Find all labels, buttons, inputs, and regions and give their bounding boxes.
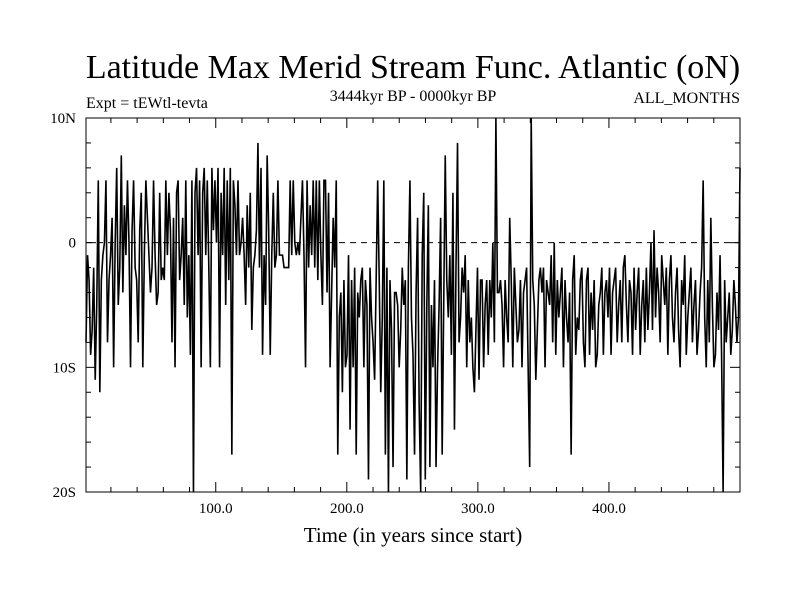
expt-label: Expt = tEWtl-tevta — [86, 95, 208, 112]
y-tick-label: 10S — [53, 360, 76, 376]
x-tick-label: 200.0 — [330, 501, 364, 517]
x-axis: 100.0 200.0 300.0 400.0 — [110, 118, 715, 517]
y-tick-label: 20S — [53, 485, 76, 501]
x-tick-label: 400.0 — [592, 501, 626, 517]
x-tick-label: 100.0 — [199, 501, 233, 517]
months-label: ALL_MONTHS — [633, 90, 740, 107]
y-tick-label: 0 — [69, 236, 77, 252]
period-label: 3444kyr BP - 0000kyr BP — [330, 88, 497, 105]
x-axis-label: Time (in years since start) — [304, 523, 523, 547]
series-line — [85, 117, 741, 493]
x-tick-label: 300.0 — [461, 501, 495, 517]
y-tick-label: 10N — [50, 111, 76, 127]
chart-title: Latitude Max Merid Stream Func. Atlantic… — [86, 49, 740, 86]
